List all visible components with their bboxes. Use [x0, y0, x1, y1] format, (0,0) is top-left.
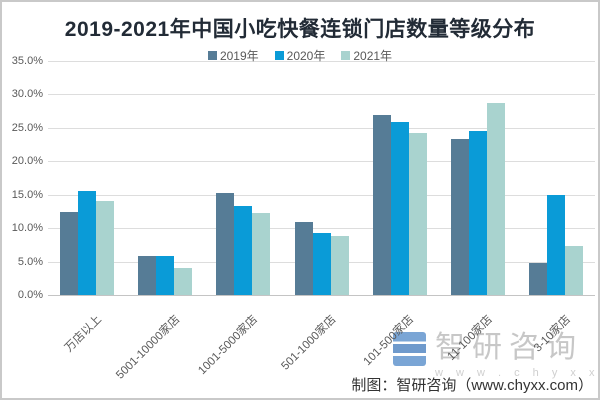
legend-label: 2019年	[219, 49, 259, 63]
bar	[528, 262, 547, 295]
legend-item: 2020年	[274, 47, 326, 64]
bar	[486, 103, 505, 295]
x-axis-label: 3-10家店	[531, 313, 573, 355]
bar	[330, 236, 349, 295]
bar	[216, 193, 235, 295]
y-tick-label: 20.0%	[11, 155, 43, 168]
legend-item: 2019年	[207, 47, 259, 64]
legend-swatch	[274, 51, 284, 60]
y-tick-label: 35.0%	[11, 55, 43, 67]
y-tick-label: 25.0%	[11, 121, 43, 134]
x-axis: 万店以上 5001-10000家店 1001-5000家店 501-1000家店 101…	[2, 299, 598, 381]
legend-label: 2021年	[353, 49, 393, 63]
bar	[564, 246, 583, 295]
bar	[78, 190, 97, 295]
grid-line	[48, 61, 595, 62]
watermark: 智研咨询 w w w . c h y x x . c o m	[393, 331, 600, 380]
chyxx-logo-icon	[393, 332, 426, 366]
watermark-text: 智研咨询 w w w . c h y x x . c o m	[435, 331, 600, 380]
y-axis: 35.0% 30.0% 25.0% 20.0% 15.0% 10.0% 5.0% 0.0%	[2, 2, 43, 398]
legend-item: 2021年	[341, 47, 392, 64]
y-tick-label: 0.0%	[17, 289, 43, 301]
bar	[234, 206, 253, 295]
bar	[450, 138, 469, 295]
chart-title: 2019-2021年中国小吃快餐连锁门店数量等级分布	[64, 18, 536, 41]
bar	[174, 268, 193, 295]
x-axis-label: 11-100家店	[445, 313, 495, 363]
x-axis-label: 101-500家店	[362, 313, 417, 369]
legend-label: 2020年	[286, 49, 326, 63]
y-tick-label: 5.0%	[17, 255, 43, 268]
x-axis-label: 1001-5000家店	[196, 313, 261, 378]
bar	[96, 200, 115, 295]
watermark-brand: 智研咨询	[435, 331, 583, 364]
y-tick-label: 15.0%	[11, 188, 43, 201]
grid-line	[48, 127, 595, 129]
grid-line	[48, 161, 595, 163]
legend-swatch	[207, 51, 217, 60]
bar	[408, 133, 427, 295]
grid-line	[48, 295, 595, 296]
y-tick-label: 30.0%	[11, 88, 43, 101]
bar	[252, 213, 271, 295]
legend: 2019年 2020年 2021年	[2, 47, 598, 64]
plot-area	[48, 61, 595, 296]
bar	[312, 232, 331, 295]
x-axis-label: 501-1000家店	[279, 313, 339, 373]
grid-line	[48, 194, 595, 196]
grid-line	[48, 94, 595, 96]
y-tick-label: 10.0%	[11, 222, 43, 235]
bar	[468, 130, 487, 295]
x-axis-label: 5001-10000家店	[113, 313, 183, 382]
bar	[390, 121, 409, 295]
bar	[294, 222, 313, 295]
footer-credit: 制图：智研咨询（www.chyxx.com）	[351, 377, 593, 394]
grid-line	[48, 228, 595, 230]
bar	[138, 255, 157, 295]
bar	[372, 115, 391, 295]
watermark-url: w w w . c h y x x . c o m	[435, 367, 600, 379]
bar	[546, 194, 565, 295]
legend-swatch	[341, 51, 351, 60]
x-axis-label: 万店以上	[63, 313, 105, 355]
bar	[156, 256, 175, 295]
bar	[60, 212, 79, 295]
